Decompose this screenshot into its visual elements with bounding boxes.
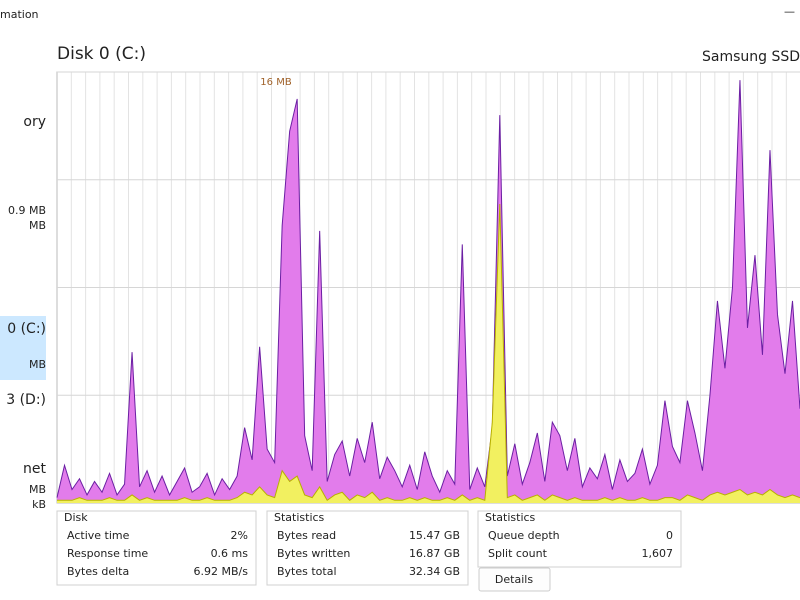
window-title: mation: [0, 8, 39, 21]
sidebar-text[interactable]: 0.9 MB: [8, 204, 46, 217]
stat-value: 16.87 GB: [409, 547, 460, 560]
stat-value: 2%: [231, 529, 248, 542]
details-button[interactable]: [478, 567, 551, 592]
stat-value: 6.92 MB/s: [194, 565, 249, 578]
sidebar-text[interactable]: 3 (D:): [6, 392, 46, 408]
disk-model: Samsung SSD: [702, 49, 800, 65]
stat-label: Bytes total: [277, 565, 337, 578]
sidebar-text[interactable]: 0 (C:): [7, 321, 46, 337]
stat-value: 0: [666, 529, 673, 542]
stat-value: 0.6 ms: [211, 547, 249, 560]
stat-value: 32.34 GB: [409, 565, 460, 578]
minimize-button[interactable]: —: [784, 5, 795, 18]
panel-title: Statistics: [485, 511, 536, 524]
stat-label: Queue depth: [488, 529, 560, 542]
stats-panel: [477, 510, 682, 568]
y-max-label: 16 MB: [260, 77, 292, 88]
sidebar-text[interactable]: ory: [23, 114, 46, 130]
stats-panel: [266, 510, 469, 586]
stat-value: 1,607: [642, 547, 674, 560]
stat-label: Split count: [488, 547, 548, 560]
stat-value: 15.47 GB: [409, 529, 460, 542]
stat-label: Active time: [67, 529, 130, 542]
sidebar-text[interactable]: MB: [29, 358, 46, 371]
stat-label: Bytes read: [277, 529, 336, 542]
stat-label: Response time: [67, 547, 148, 560]
details-label[interactable]: Details: [495, 573, 533, 586]
sidebar-text[interactable]: kB: [32, 498, 46, 511]
area-line: [56, 80, 800, 498]
stat-label: Bytes delta: [67, 565, 129, 578]
panel-title: Disk: [64, 511, 88, 524]
sidebar-text[interactable]: net: [23, 461, 46, 477]
sidebar-text[interactable]: MB: [29, 219, 46, 232]
area-fill: [57, 80, 800, 504]
stats-panel: [56, 510, 257, 586]
panel-title: Statistics: [274, 511, 325, 524]
disk-title: Disk 0 (C:): [57, 44, 146, 64]
sidebar-selected: [0, 316, 46, 380]
sidebar-text[interactable]: MB: [29, 483, 46, 496]
stat-label: Bytes written: [277, 547, 350, 560]
area-line: [57, 203, 800, 502]
